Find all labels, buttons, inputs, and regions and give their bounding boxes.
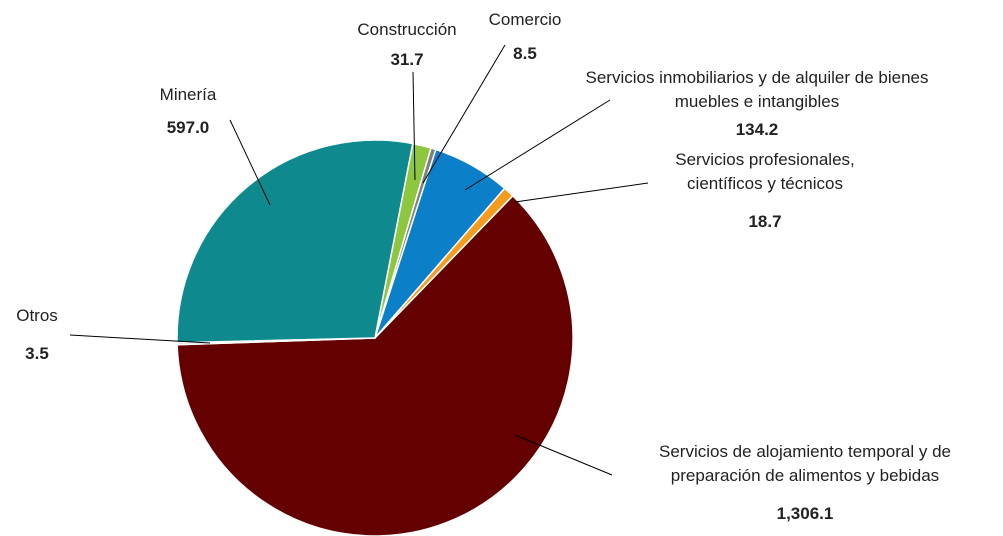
- slice-label: Construcción: [357, 20, 457, 39]
- leader-line: [514, 434, 613, 476]
- slice-value: 31.7: [390, 50, 424, 69]
- slice-value: 3.5: [25, 344, 49, 363]
- slice-label: Servicios de alojamiento temporal y de p…: [659, 442, 951, 485]
- slice-value: 1,306.1: [776, 504, 834, 523]
- slice-label: Otros: [16, 306, 58, 325]
- leader-line: [422, 44, 506, 184]
- slice-label: Servicios profesionales, científicos y t…: [675, 150, 855, 193]
- leader-line: [514, 182, 649, 203]
- slice-label: Minería: [159, 85, 217, 104]
- leader-line: [412, 71, 416, 181]
- slice-value: 134.2: [735, 120, 779, 139]
- slice-value: 8.5: [513, 44, 537, 63]
- pie-slice: [176, 194, 574, 536]
- pie-slice: [176, 139, 414, 344]
- leader-line: [464, 99, 611, 191]
- slice-label: Servicios inmobiliarios y de alquiler de…: [585, 68, 929, 111]
- slice-label: Comercio: [488, 10, 562, 29]
- leader-line: [69, 334, 211, 344]
- slice-value: 597.0: [166, 118, 210, 137]
- slice-value: 18.7: [748, 212, 782, 231]
- leader-line: [229, 119, 271, 206]
